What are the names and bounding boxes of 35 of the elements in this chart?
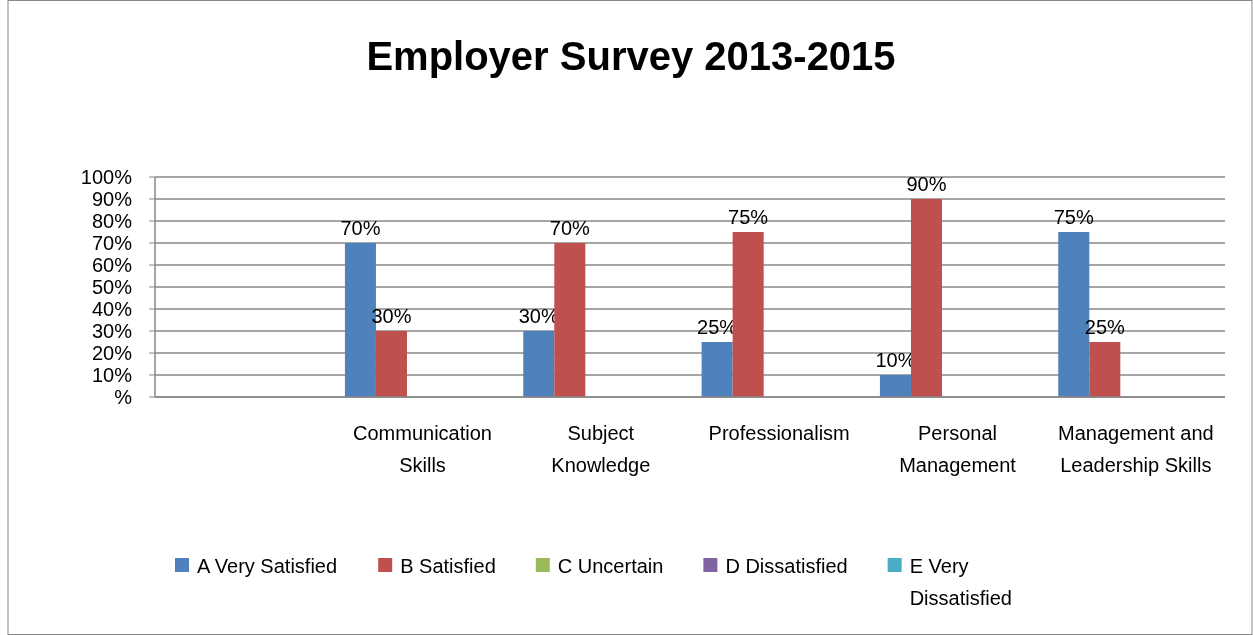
bar bbox=[554, 243, 586, 397]
y-tick-label: 30% bbox=[91, 320, 133, 342]
y-tick-label: 50% bbox=[91, 276, 133, 298]
y-tick-label: 70% bbox=[91, 232, 133, 254]
y-tick-label: 80% bbox=[91, 210, 133, 232]
legend-label: D Dissatisfied bbox=[725, 555, 848, 577]
y-tick-label: 100% bbox=[80, 166, 133, 188]
data-label: 90% bbox=[906, 173, 947, 195]
data-label: 75% bbox=[1053, 206, 1094, 228]
bar bbox=[879, 375, 911, 397]
bar bbox=[701, 342, 733, 397]
x-tick-label: Communication Skills bbox=[353, 422, 492, 476]
legend-label: E Very Dissatisfied bbox=[909, 555, 1012, 609]
data-label: 70% bbox=[340, 217, 381, 239]
bar bbox=[732, 232, 764, 397]
y-tick-label: 40% bbox=[91, 298, 133, 320]
chart-title: Employer Survey 2013-2015 bbox=[366, 34, 896, 78]
y-tick-label: 90% bbox=[91, 188, 133, 210]
data-label: 75% bbox=[728, 206, 769, 228]
y-tick-label: 10% bbox=[91, 364, 133, 386]
y-tick-label: 60% bbox=[91, 254, 133, 276]
data-label: 70% bbox=[549, 217, 591, 239]
y-tick-label: % bbox=[114, 386, 133, 408]
legend-label: A Very Satisfied bbox=[197, 555, 338, 577]
x-tick-label: Subject Knowledge bbox=[551, 422, 651, 476]
bar bbox=[375, 331, 407, 397]
y-tick-label: 20% bbox=[91, 342, 133, 364]
legend-label: C Uncertain bbox=[557, 555, 664, 577]
legend-label: B Satisfied bbox=[400, 555, 496, 577]
x-tick-label: Professionalism bbox=[708, 422, 850, 444]
bar bbox=[1089, 342, 1121, 397]
x-tick-label: Personal Management bbox=[899, 422, 1017, 476]
bar bbox=[910, 199, 942, 397]
x-tick-label: Management and Leadership Skills bbox=[1058, 422, 1214, 476]
bar bbox=[523, 331, 555, 397]
